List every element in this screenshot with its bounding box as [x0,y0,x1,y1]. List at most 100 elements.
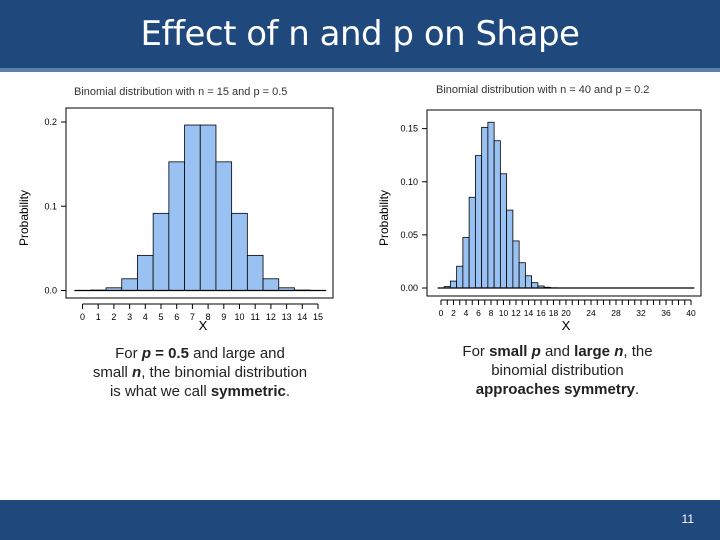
x-tick-label: 7 [190,312,195,322]
x-tick-label: 1 [96,312,101,322]
footer-bar: 11 [0,500,720,540]
x-tick-label: 8 [489,308,494,318]
x-tick-label: 10 [499,308,509,318]
x-tick-label: 5 [158,312,163,322]
chart-title: Binomial distribution with n = 40 and p … [436,84,649,96]
x-tick-label: 14 [297,312,307,322]
caption-text: and [540,343,575,360]
x-tick-label: 4 [143,312,148,322]
caption-text: binomial distribution [491,362,624,379]
y-tick-label: 0.15 [400,124,418,134]
caption-line: small n, the binomial distribution [60,363,340,382]
bar [262,278,280,291]
y-tick-label: 0.1 [44,201,57,211]
bar [152,212,170,291]
bar [449,280,458,289]
caption-text: For [462,343,490,360]
x-tick-label: 6 [476,308,481,318]
caption-text: = 0.5 [150,345,189,362]
bar [168,161,185,291]
bar [493,140,501,289]
caption-text: approaches symmetry [475,381,636,398]
x-tick-label: 36 [661,308,671,318]
slide-title: Effect of n and p on Shape [140,14,580,54]
bar [512,240,520,289]
x-tick-label: 8 [206,312,211,322]
caption-text: symmetric [210,383,286,400]
bar [506,209,514,289]
caption-line: approaches symmetry. [420,380,695,399]
x-axis-label: X [199,318,208,333]
x-tick-label: 28 [611,308,621,318]
x-tick-label: 12 [266,312,276,322]
caption-text: p [531,343,541,360]
x-tick-label: 18 [549,308,559,318]
x-tick-label: 0 [439,308,444,318]
caption-text: large [574,343,615,360]
x-tick-label: 6 [174,312,179,322]
y-tick-label: 0.05 [400,230,418,240]
bar [481,126,489,289]
caption-text: , the [623,343,653,360]
x-tick-label: 12 [511,308,521,318]
y-tick-label: 0.00 [400,283,418,293]
x-tick-label: 11 [251,312,260,322]
bar [468,196,476,289]
bar [456,265,464,289]
x-tick-label: 24 [586,308,596,318]
y-axis-label: Probability [377,190,391,246]
x-tick-label: 13 [282,312,292,322]
x-tick-label: 10 [234,312,244,322]
bar [121,278,138,291]
caption-line: is what we call symmetric. [60,382,340,401]
caption-text: small [489,343,532,360]
caption-text: . [635,381,640,398]
x-tick-label: 4 [464,308,469,318]
x-axis-label: X [562,318,571,333]
chart-binomial-n40-p02: Binomial distribution with n = 40 and p … [377,84,702,333]
bar [474,155,483,289]
bar [184,124,201,291]
bar [531,282,539,289]
x-tick-label: 40 [686,308,696,318]
x-tick-label: 14 [524,308,534,318]
x-tick-label: 3 [127,312,132,322]
bar [518,262,526,289]
chart-title: Binomial distribution with n = 15 and p … [74,86,287,98]
caption-text: . [285,383,291,400]
caption-right: For small p and large n, the binomial dis… [420,342,695,399]
caption-text: , the binomial distribution [141,364,308,381]
x-tick-label: 2 [111,312,116,322]
x-tick-label: 16 [536,308,546,318]
x-tick-label: 0 [80,312,85,322]
caption-left: For p = 0.5 and large and small n, the bi… [60,344,340,401]
caption-text: is what we call [109,383,211,400]
bar [487,121,495,289]
y-tick-label: 0.0 [44,286,57,296]
x-tick-label: 32 [636,308,646,318]
bar [199,124,217,291]
y-axis-label: Probability [17,190,31,246]
x-tick-label: 20 [561,308,571,318]
caption-text: p [141,345,151,362]
bar [137,254,154,291]
caption-line: For small p and large n, the [420,342,695,361]
caption-text: n [614,343,624,360]
caption-text: For [115,345,142,362]
bar [462,237,470,289]
caption-text: and large and [188,345,285,362]
y-tick-label: 0.2 [44,117,57,127]
bar [499,173,508,289]
x-tick-label: 15 [313,312,323,322]
title-bar: Effect of n and p on Shape [0,0,720,72]
page-number: 11 [681,512,694,526]
caption-line: For p = 0.5 and large and [60,344,340,363]
caption-text: small [92,364,133,381]
x-tick-label: 9 [221,312,226,322]
caption-line: binomial distribution [420,361,695,380]
bar [246,254,264,291]
x-tick-label: 2 [451,308,456,318]
chart-binomial-n15-p05: Binomial distribution with n = 15 and p … [17,86,334,333]
y-tick-label: 0.10 [400,177,418,187]
bar [524,275,533,289]
